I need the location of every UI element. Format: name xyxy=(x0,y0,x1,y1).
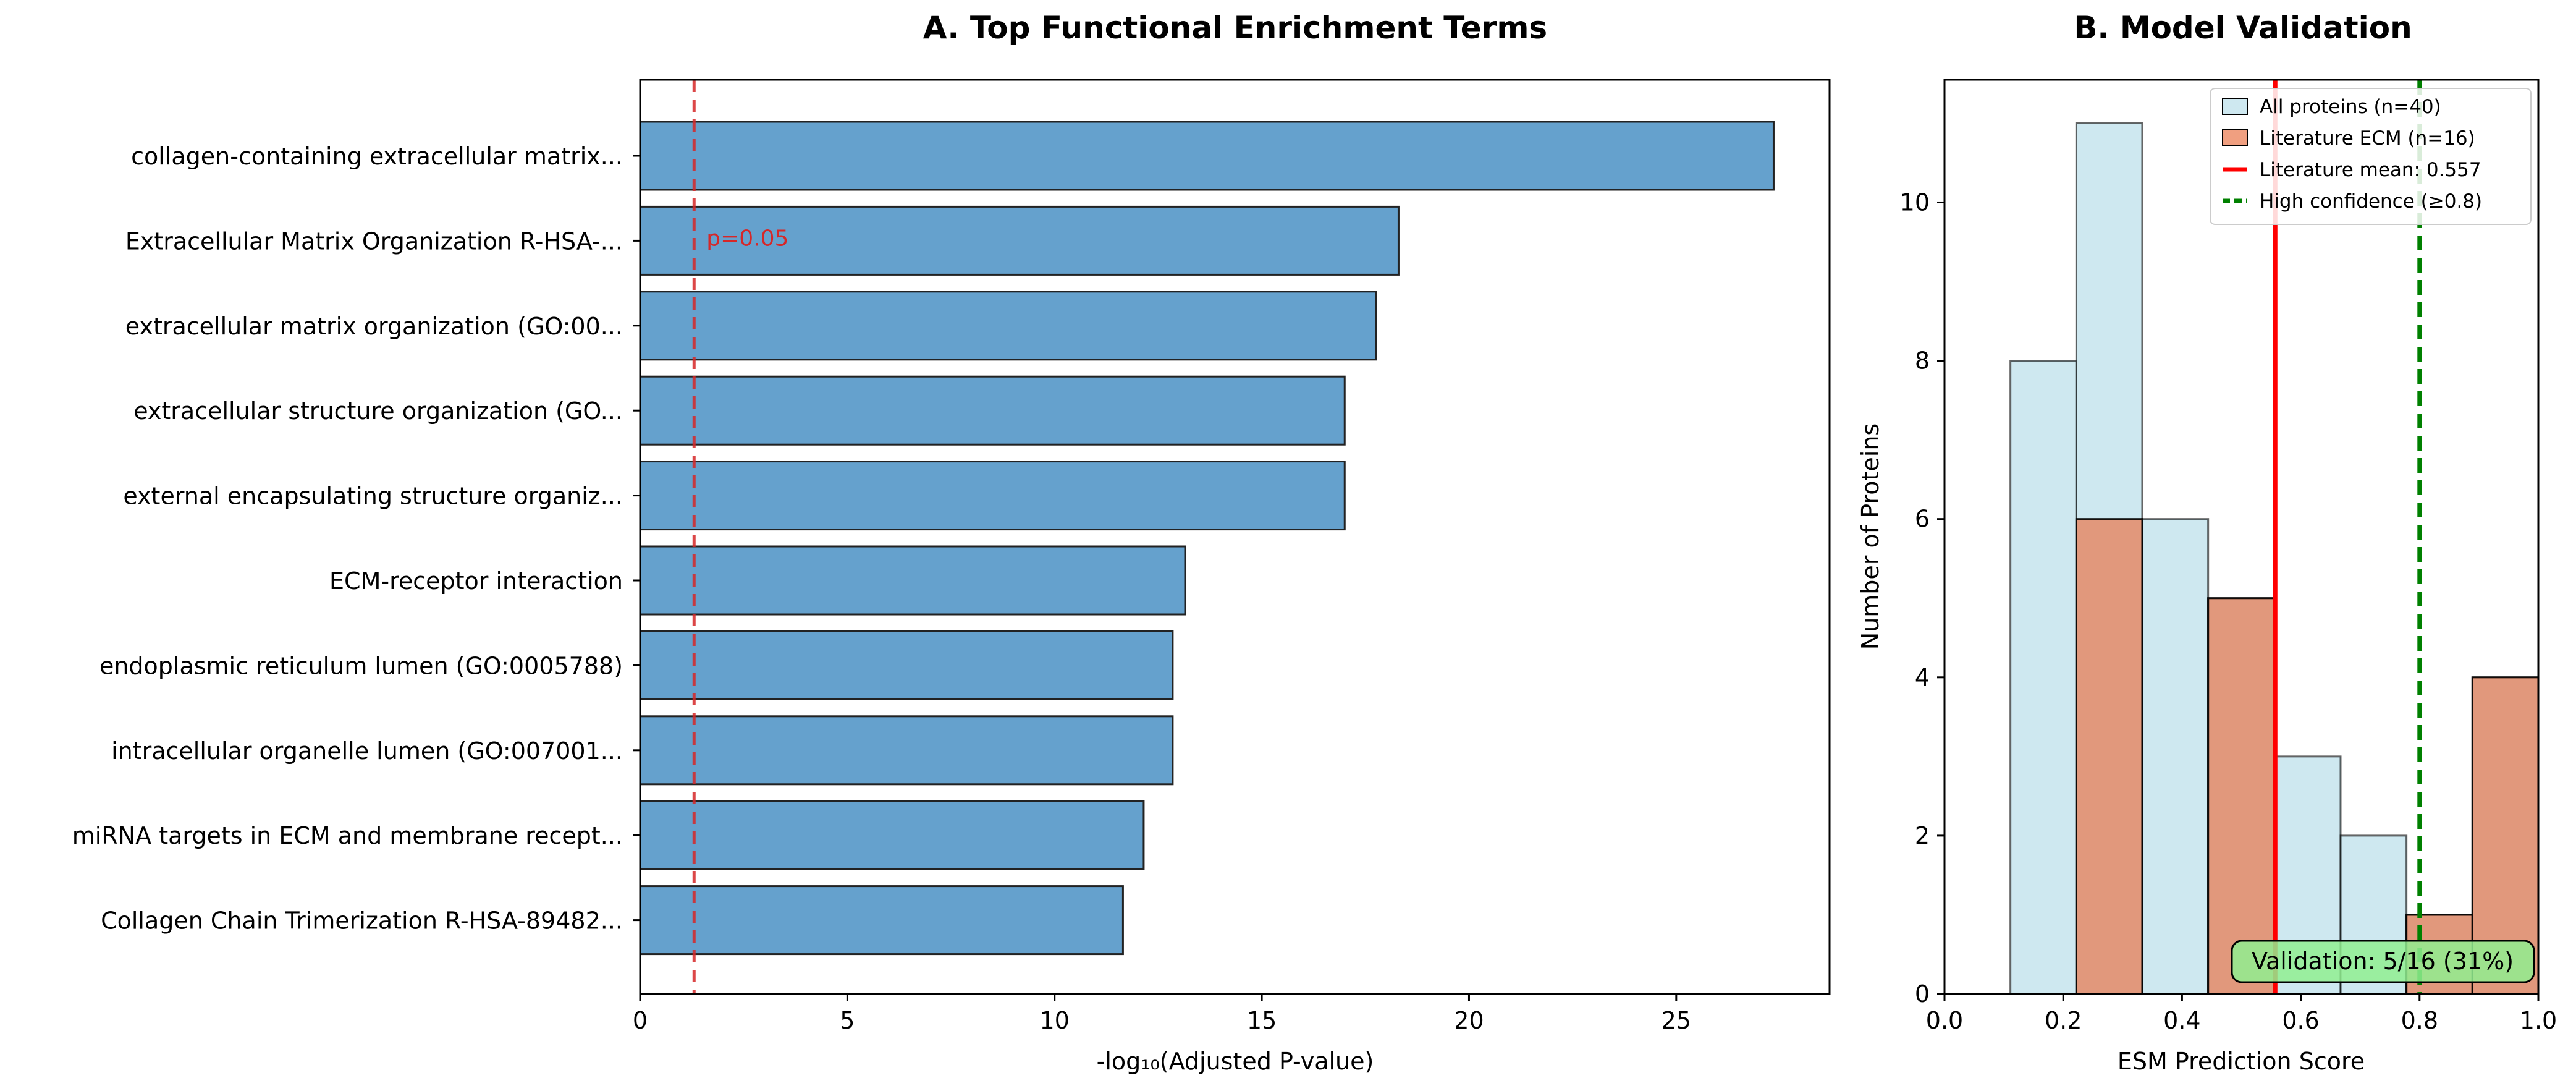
x-tick-label: 20 xyxy=(1454,1007,1484,1034)
enrichment-bar xyxy=(639,545,1186,616)
validation-annotation-text: Validation: 5/16 (31%) xyxy=(2252,948,2514,975)
x-tick-label: 0.0 xyxy=(1926,1007,1963,1034)
enrichment-bar xyxy=(639,461,1346,531)
panel-b-x-axis-label: ESM Prediction Score xyxy=(2118,1048,2365,1075)
panel-a-x-axis-label: -log₁₀(Adjusted P-value) xyxy=(1097,1048,1374,1075)
x-tick-label: 0.4 xyxy=(2163,1007,2200,1034)
legend-label-high-confidence: High confidence (≥0.8) xyxy=(2260,190,2482,213)
y-tick-label: 8 xyxy=(1915,347,1930,375)
validation-annotation: Validation: 5/16 (31%) xyxy=(2231,940,2535,983)
histogram-bar-literature-ecm xyxy=(2207,597,2276,995)
enrichment-bar xyxy=(639,715,1174,786)
legend-frame xyxy=(2210,88,2532,225)
y-tick-label: 2 xyxy=(1915,822,1930,849)
enrichment-bar xyxy=(639,800,1145,870)
legend-swatch-literature-ecm xyxy=(2222,129,2248,146)
enrichment-bar xyxy=(639,291,1377,361)
panel-a-title: A. Top Functional Enrichment Terms xyxy=(923,10,1547,46)
category-label: Collagen Chain Trimerization R-HSA-89482… xyxy=(101,907,623,935)
x-tick-label: 10 xyxy=(1040,1007,1070,1034)
enrichment-bar xyxy=(639,121,1775,191)
category-label: Extracellular Matrix Organization R-HSA-… xyxy=(125,227,623,255)
y-tick-label: 0 xyxy=(1915,980,1930,1008)
category-label: ECM-receptor interaction xyxy=(329,567,623,595)
x-tick-label: 0.6 xyxy=(2282,1007,2319,1034)
category-label: endoplasmic reticulum lumen (GO:0005788) xyxy=(99,652,623,679)
panel-a-enrichment-chart: A. Top Functional Enrichment Terms p=0.0… xyxy=(72,10,1831,1075)
y-tick-label: 4 xyxy=(1915,664,1930,691)
panel-b-axes-frame xyxy=(1943,79,2540,995)
panel-b-legend: All proteins (n=40) Literature ECM (n=16… xyxy=(2210,88,2532,225)
legend-label-literature-mean: Literature mean: 0.557 xyxy=(2260,159,2481,181)
x-tick-label: 0.2 xyxy=(2045,1007,2082,1034)
enrichment-bar xyxy=(639,375,1346,446)
panel-b-title: B. Model Validation xyxy=(2074,10,2412,46)
x-tick-label: 5 xyxy=(840,1007,855,1034)
panel-a-category-labels: collagen-containing extracellular matrix… xyxy=(72,143,640,935)
x-tick-label: 25 xyxy=(1662,1007,1691,1034)
enrichment-bar xyxy=(639,885,1124,956)
y-tick-label: 6 xyxy=(1915,506,1930,533)
category-label: extracellular structure organization (GO… xyxy=(133,397,623,425)
x-tick-label: 0.8 xyxy=(2401,1007,2438,1034)
panel-a-threshold-label: p=0.05 xyxy=(706,226,788,251)
x-tick-label: 15 xyxy=(1247,1007,1277,1034)
category-label: collagen-containing extracellular matrix… xyxy=(131,143,623,170)
histogram-bar-literature-ecm xyxy=(2075,518,2143,995)
x-tick-label: 1.0 xyxy=(2520,1007,2557,1034)
category-label: external encapsulating structure organiz… xyxy=(123,483,623,510)
panel-a-x-ticks: 0 5 10 15 20 25 xyxy=(633,994,1691,1034)
panel-b-reference-lines xyxy=(2273,80,2422,994)
y-tick-label: 10 xyxy=(1900,189,1930,216)
legend-label-literature-ecm: Literature ECM (n=16) xyxy=(2260,127,2475,150)
panel-a-axes-frame xyxy=(639,79,1831,995)
validation-annotation-box xyxy=(2231,940,2535,983)
x-tick-label: 0 xyxy=(633,1007,648,1034)
panel-b-y-ticks: 0 2 4 6 8 10 xyxy=(1900,189,1945,1008)
legend-swatch-all-proteins xyxy=(2222,98,2248,115)
legend-label-all-proteins: All proteins (n=40) xyxy=(2260,96,2441,118)
category-label: intracellular organelle lumen (GO:007001… xyxy=(111,737,623,765)
enrichment-bar xyxy=(639,630,1174,700)
histogram-bar-all-proteins xyxy=(2141,518,2210,995)
category-label: extracellular matrix organization (GO:00… xyxy=(125,313,623,340)
category-label: miRNA targets in ECM and membrane recept… xyxy=(72,822,623,849)
panel-b-validation-chart: B. Model Validation 0.0 0.2 0.4 0.6 0.8 1.0 0… xyxy=(1857,10,2557,1075)
histogram-bar-all-proteins xyxy=(2009,360,2077,995)
panel-b-y-axis-label: Number of Proteins xyxy=(1857,423,1884,650)
panel-b-x-ticks: 0.0 0.2 0.4 0.6 0.8 1.0 xyxy=(1926,994,2557,1034)
panel-a-bars xyxy=(639,121,1775,956)
